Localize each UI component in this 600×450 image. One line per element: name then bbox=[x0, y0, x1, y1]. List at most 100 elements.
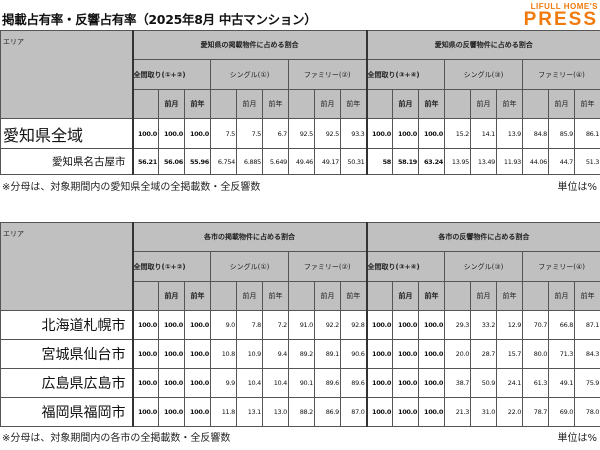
value-cell: 66.8 bbox=[548, 310, 576, 340]
value-cell: 100.0 bbox=[131, 339, 159, 369]
current-col-header bbox=[210, 89, 237, 119]
value-cell: 11.8 bbox=[210, 397, 237, 427]
value-cell: 7.8 bbox=[236, 310, 263, 340]
aichi-share-table: エリア 愛知県の掲載物件に占める割合 愛知県の反響物件に占める割合 全間取り(①+②)… bbox=[0, 30, 600, 175]
value-cell: 6.7 bbox=[262, 118, 289, 149]
response-share-header: 愛知県の反響物件に占める割合 bbox=[365, 30, 600, 60]
prev-year-header: 前年 bbox=[418, 281, 446, 311]
value-cell: 86.1 bbox=[574, 118, 600, 149]
value-cell: 100.0 bbox=[418, 368, 446, 398]
value-cell: 100.0 bbox=[184, 310, 211, 340]
value-cell: 51.3 bbox=[574, 148, 600, 175]
value-cell: 29.3 bbox=[444, 310, 472, 340]
value-cell: 100.0 bbox=[365, 397, 394, 427]
value-cell: 24.1 bbox=[496, 368, 524, 398]
value-cell: 58 bbox=[365, 148, 394, 175]
value-cell: 9.0 bbox=[210, 310, 237, 340]
subgroup-header: ファミリー(②) bbox=[287, 59, 368, 90]
value-cell: 100.0 bbox=[184, 118, 211, 149]
area-header: エリア bbox=[0, 30, 133, 119]
value-cell: 89.1 bbox=[314, 339, 341, 369]
table-row: 愛知県全域 100.0 100.0 100.0 7.5 7.5 6.7 92.5 92.5 93.… bbox=[0, 118, 600, 149]
current-col-header bbox=[444, 281, 472, 311]
prev-year-header: 前年 bbox=[339, 89, 368, 119]
value-cell: 100.0 bbox=[418, 310, 446, 340]
value-cell: 10.4 bbox=[236, 368, 263, 398]
value-cell: 89.6 bbox=[314, 368, 341, 398]
prev-year-header: 前年 bbox=[339, 281, 368, 311]
table1-note: ※分母は、対象期間内の愛知県全域の全掲載数・全反響数 bbox=[2, 182, 261, 193]
value-cell: 63.24 bbox=[418, 148, 446, 175]
value-cell: 13.49 bbox=[470, 148, 498, 175]
value-cell: 100.0 bbox=[158, 368, 185, 398]
value-cell: 100.0 bbox=[158, 339, 185, 369]
current-col-header bbox=[444, 89, 472, 119]
value-cell: 100.0 bbox=[418, 339, 446, 369]
value-cell: 100.0 bbox=[392, 118, 420, 149]
value-cell: 87.0 bbox=[339, 397, 368, 427]
table1-unit: 単位は% bbox=[557, 182, 597, 193]
table-row: 宮城県仙台市 100.0 100.0 100.0 10.8 10.9 9.4 89.2 89.1… bbox=[0, 339, 600, 369]
response-share-header: 各市の反響物件に占める割合 bbox=[365, 222, 600, 252]
area-name: 広島県広島市 bbox=[0, 368, 133, 398]
value-cell: 10.8 bbox=[210, 339, 237, 369]
value-cell: 100.0 bbox=[131, 310, 159, 340]
prev-year-header: 前年 bbox=[574, 281, 600, 311]
listing-share-header: 愛知県の掲載物件に占める割合 bbox=[131, 30, 368, 60]
table2-note: ※分母は、対象期間内の各市の全掲載数・全反響数 bbox=[2, 433, 231, 444]
logo-line2: PRESS bbox=[523, 9, 598, 30]
prev-month-header: 前月 bbox=[548, 281, 576, 311]
value-cell: 100.0 bbox=[392, 368, 420, 398]
area-name: 北海道札幌市 bbox=[0, 310, 133, 340]
listing-share-header: 各市の掲載物件に占める割合 bbox=[131, 222, 368, 252]
subgroup-header: ファミリー(④) bbox=[522, 59, 600, 90]
value-cell: 100.0 bbox=[184, 397, 211, 427]
value-cell: 56.21 bbox=[131, 148, 159, 175]
value-cell: 100.0 bbox=[158, 118, 185, 149]
value-cell: 90.6 bbox=[339, 339, 368, 369]
value-cell: 7.5 bbox=[236, 118, 263, 149]
value-cell: 9.9 bbox=[210, 368, 237, 398]
value-cell: 84.3 bbox=[574, 339, 600, 369]
value-cell: 87.1 bbox=[574, 310, 600, 340]
value-cell: 49.1 bbox=[548, 368, 576, 398]
value-cell: 80.0 bbox=[522, 339, 550, 369]
value-cell: 92.5 bbox=[288, 118, 315, 149]
value-cell: 85.9 bbox=[548, 118, 576, 149]
value-cell: 100.0 bbox=[418, 397, 446, 427]
value-cell: 15.7 bbox=[496, 339, 524, 369]
current-col-header bbox=[131, 281, 159, 311]
value-cell: 6.885 bbox=[236, 148, 263, 175]
value-cell: 100.0 bbox=[392, 339, 420, 369]
subgroup-header: 全間取り(①+②) bbox=[131, 251, 211, 282]
subgroup-header: 全間取り(③+④) bbox=[365, 251, 446, 282]
current-col-header bbox=[210, 281, 237, 311]
prev-month-header: 前月 bbox=[392, 89, 420, 119]
value-cell: 100.0 bbox=[365, 339, 394, 369]
area-name: 愛知県名古屋市 bbox=[0, 148, 133, 175]
subgroup-header: シングル(①) bbox=[210, 59, 289, 90]
prev-year-header: 前年 bbox=[496, 281, 524, 311]
current-col-header bbox=[131, 89, 159, 119]
value-cell: 100.0 bbox=[365, 310, 394, 340]
value-cell: 100.0 bbox=[184, 339, 211, 369]
table-row: 北海道札幌市 100.0 100.0 100.0 9.0 7.8 7.2 91.0 92.2 92… bbox=[0, 310, 600, 340]
prev-year-header: 前年 bbox=[184, 281, 211, 311]
prev-month-header: 前月 bbox=[392, 281, 420, 311]
value-cell: 91.0 bbox=[288, 310, 315, 340]
value-cell: 7.5 bbox=[210, 118, 237, 149]
current-col-header bbox=[288, 281, 315, 311]
value-cell: 100.0 bbox=[158, 397, 185, 427]
value-cell: 13.9 bbox=[496, 118, 524, 149]
value-cell: 89.2 bbox=[288, 339, 315, 369]
current-col-header bbox=[522, 89, 550, 119]
value-cell: 84.8 bbox=[522, 118, 550, 149]
value-cell: 44.06 bbox=[522, 148, 550, 175]
value-cell: 100.0 bbox=[131, 397, 159, 427]
value-cell: 100.0 bbox=[365, 368, 394, 398]
value-cell: 31.0 bbox=[470, 397, 498, 427]
prev-month-header: 前月 bbox=[236, 89, 263, 119]
value-cell: 78.0 bbox=[574, 397, 600, 427]
prev-year-header: 前年 bbox=[496, 89, 524, 119]
subgroup-header: ファミリー(②) bbox=[287, 251, 368, 282]
